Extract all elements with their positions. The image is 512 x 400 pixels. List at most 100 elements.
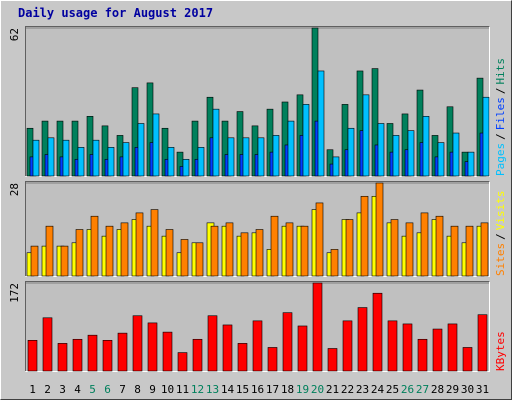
bar — [402, 323, 413, 372]
plot-bevel-light — [25, 281, 490, 372]
bar — [60, 245, 69, 277]
bar — [405, 222, 414, 277]
plot-bevel-light — [25, 26, 490, 177]
bar — [422, 116, 430, 177]
bar — [135, 212, 144, 277]
bar — [420, 212, 429, 277]
bar — [297, 325, 308, 372]
bar — [302, 104, 310, 177]
bar — [447, 323, 458, 372]
bar — [32, 139, 40, 177]
bar — [45, 225, 54, 277]
bar — [147, 322, 158, 372]
x-tick-label: 5 — [89, 383, 96, 396]
legend-entry: KBytes — [494, 331, 507, 371]
y-tick-label: 28 — [8, 183, 21, 196]
bar — [407, 130, 415, 177]
bar — [242, 137, 250, 177]
x-tick-label: 15 — [236, 383, 249, 396]
legend-separator: / — [494, 88, 507, 95]
bar — [72, 338, 83, 372]
bar — [152, 113, 160, 177]
bar — [180, 239, 189, 277]
bar — [477, 314, 488, 372]
legend: KBytes — [494, 331, 507, 371]
bar — [372, 292, 383, 372]
bar — [450, 225, 459, 277]
bar — [417, 338, 428, 372]
bar — [225, 222, 234, 277]
bar — [117, 332, 128, 372]
chart-title: Daily usage for August 2017 — [18, 6, 213, 20]
bar — [257, 137, 265, 177]
x-tick-label: 7 — [119, 383, 126, 396]
bar — [150, 209, 159, 277]
bar — [207, 315, 218, 372]
bar — [282, 312, 293, 372]
x-tick-label: 31 — [476, 383, 489, 396]
bar — [197, 147, 205, 177]
bar — [75, 229, 84, 277]
bar — [312, 282, 323, 372]
legend: Pages / Files / Hits — [494, 58, 507, 176]
bar — [252, 320, 263, 372]
x-tick-label: 24 — [371, 383, 385, 396]
bar — [165, 229, 174, 277]
bar — [122, 142, 130, 177]
x-tick-label: 28 — [431, 383, 444, 396]
bar — [390, 219, 399, 277]
bar — [392, 135, 400, 177]
bar — [317, 70, 325, 177]
bar — [437, 142, 445, 177]
x-tick-label: 2 — [44, 383, 51, 396]
plot-bevel-light — [25, 181, 490, 277]
bar — [227, 137, 235, 177]
bar — [120, 222, 129, 277]
bar — [480, 222, 489, 277]
legend-entry: Files — [494, 97, 507, 130]
x-tick-label: 9 — [149, 383, 156, 396]
legend-entry: Visits — [494, 191, 507, 231]
bar — [137, 123, 145, 177]
bar — [87, 334, 98, 372]
bar — [330, 249, 339, 277]
y-tick-label: 172 — [8, 283, 21, 303]
bar — [240, 232, 249, 277]
x-tick-label: 8 — [134, 383, 141, 396]
legend-entry: Pages — [494, 143, 507, 176]
bar — [357, 307, 368, 372]
legend-entry: Sites — [494, 243, 507, 276]
bar — [222, 324, 233, 372]
x-tick-label: 30 — [461, 383, 474, 396]
x-tick-label: 19 — [296, 383, 309, 396]
x-tick-label: 21 — [326, 383, 339, 396]
bar — [342, 320, 353, 372]
legend-separator: / — [494, 233, 507, 240]
plot-bevel-dark — [25, 281, 490, 371]
x-tick-label: 3 — [59, 383, 66, 396]
bar — [107, 147, 115, 177]
bar — [105, 225, 114, 277]
bar — [332, 156, 340, 177]
bar — [182, 158, 190, 177]
x-tick-label: 20 — [311, 383, 324, 396]
bar — [377, 123, 385, 177]
bar — [362, 94, 370, 177]
bar — [467, 151, 475, 177]
bar — [62, 139, 70, 177]
bar — [212, 108, 220, 177]
bar — [345, 219, 354, 277]
bar — [375, 182, 384, 277]
x-tick-label: 16 — [251, 383, 264, 396]
bar — [57, 343, 68, 372]
bar — [452, 132, 460, 177]
bar — [42, 317, 53, 372]
y-tick-label: 62 — [8, 28, 21, 41]
bar — [432, 328, 443, 372]
bar — [195, 242, 204, 277]
x-tick-label: 13 — [206, 383, 219, 396]
legend-separator: / — [494, 133, 507, 140]
x-tick-label: 27 — [416, 383, 429, 396]
x-tick-label: 17 — [266, 383, 279, 396]
